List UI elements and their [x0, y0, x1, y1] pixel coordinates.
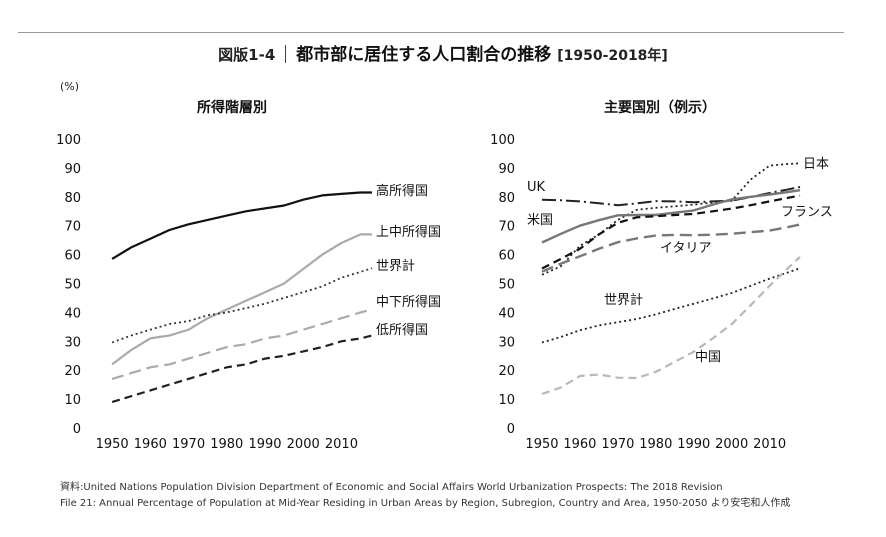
source-line-2: File 21: Annual Percentage of Population…	[60, 498, 791, 509]
y-tick-label: 70	[64, 220, 81, 235]
series-label: 世界計	[604, 292, 643, 308]
series-line	[541, 223, 801, 273]
series-line	[541, 267, 801, 344]
top-rule	[18, 32, 844, 33]
series-label: 高所得国	[376, 183, 428, 199]
y-tick-label: 10	[64, 393, 81, 408]
y-tick-label: 0	[73, 422, 81, 437]
series-label: イタリア	[660, 241, 711, 256]
series-line	[541, 189, 801, 244]
series-line	[541, 256, 801, 395]
y-tick-label: 20	[498, 364, 515, 379]
figure-title: 都市部に居住する人口割合の推移	[296, 45, 552, 65]
series-label: 米国	[527, 213, 553, 228]
y-tick-label: 10	[498, 393, 515, 408]
y-tick-label: 90	[498, 162, 515, 177]
panel-title: 主要国別（例示）	[604, 99, 716, 116]
x-tick-label: 1980	[210, 437, 243, 452]
header-separator	[285, 45, 287, 63]
y-tick-label: 100	[490, 133, 515, 148]
y-tick-label: 30	[498, 335, 515, 350]
series-line	[541, 162, 801, 276]
y-tick-label: 60	[64, 249, 81, 264]
x-tick-label: 2010	[325, 437, 358, 452]
figure-number: 図版1-4	[218, 46, 276, 64]
series-line	[111, 191, 372, 260]
x-tick-label: 1970	[172, 437, 205, 452]
x-tick-label: 1970	[601, 437, 634, 452]
series-line	[541, 194, 801, 270]
x-tick-label: 2000	[715, 437, 748, 452]
y-tick-label: 20	[64, 364, 81, 379]
y-tick-label: 70	[498, 220, 515, 235]
x-tick-label: 1960	[563, 437, 596, 452]
y-tick-label: 80	[498, 191, 515, 206]
y-tick-label: 90	[64, 162, 81, 177]
figure-header: 図版1-4 都市部に居住する人口割合の推移 [1950-2018年]	[0, 40, 886, 65]
y-unit-label: (%)	[60, 80, 79, 93]
series-label: 日本	[803, 157, 829, 172]
x-tick-label: 1960	[134, 437, 167, 452]
series-line	[111, 233, 372, 366]
series-label: 低所得国	[376, 322, 428, 338]
x-tick-label: 1950	[525, 437, 558, 452]
x-tick-label: 1950	[96, 437, 129, 452]
series-label: 中下所得国	[376, 294, 441, 310]
figure-period: [1950-2018年]	[557, 48, 668, 64]
x-tick-label: 2000	[287, 437, 320, 452]
y-tick-label: 30	[64, 335, 81, 350]
series-label: 上中所得国	[376, 224, 441, 240]
y-tick-label: 50	[498, 278, 515, 293]
y-tick-label: 50	[64, 278, 81, 293]
series-line	[111, 308, 373, 380]
series-line	[111, 267, 373, 344]
panel-title: 所得階層別	[197, 99, 267, 116]
x-tick-label: 1990	[248, 437, 281, 452]
series-label: フランス	[781, 205, 833, 220]
series-label: UK	[527, 180, 546, 195]
y-tick-label: 40	[498, 306, 515, 321]
series-line	[111, 334, 373, 404]
x-tick-label: 1990	[677, 437, 710, 452]
series-label: 中国	[695, 350, 721, 365]
source-line-1: 資料:United Nations Population Division De…	[60, 482, 723, 493]
y-tick-label: 80	[64, 191, 81, 206]
y-tick-label: 40	[64, 306, 81, 321]
source-note: 資料:United Nations Population Division De…	[60, 480, 790, 512]
y-tick-label: 0	[507, 422, 515, 437]
x-tick-label: 1980	[639, 437, 672, 452]
series-label: 世界計	[376, 258, 415, 274]
x-tick-label: 2010	[753, 437, 786, 452]
y-tick-label: 60	[498, 249, 515, 264]
y-tick-label: 100	[56, 133, 81, 148]
